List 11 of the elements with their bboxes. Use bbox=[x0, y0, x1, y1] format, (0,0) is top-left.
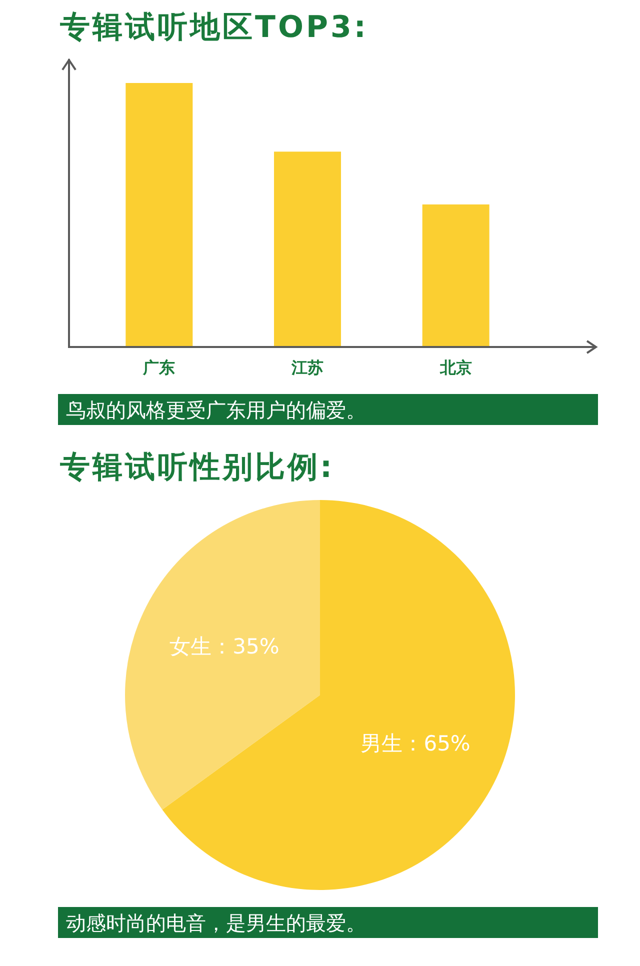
x-tick-label: 广东 bbox=[142, 358, 176, 377]
slice-label: 男生：65% bbox=[360, 732, 470, 756]
chart-title: 专辑试听性别比例: bbox=[59, 450, 334, 485]
text: 鸟叔的风格更受广东用户的偏爱。 bbox=[66, 398, 366, 422]
slice-label: 女生：35% bbox=[170, 634, 280, 658]
x-tick-label: 江苏 bbox=[290, 358, 324, 377]
chart-title: 专辑试听地区TOP3: bbox=[59, 10, 368, 45]
text: 动感时尚的电音，是男生的最爱。 bbox=[66, 911, 366, 935]
pie-slice bbox=[162, 500, 515, 890]
pie-slice bbox=[125, 500, 320, 810]
x-tick-label: 北京 bbox=[438, 358, 472, 377]
